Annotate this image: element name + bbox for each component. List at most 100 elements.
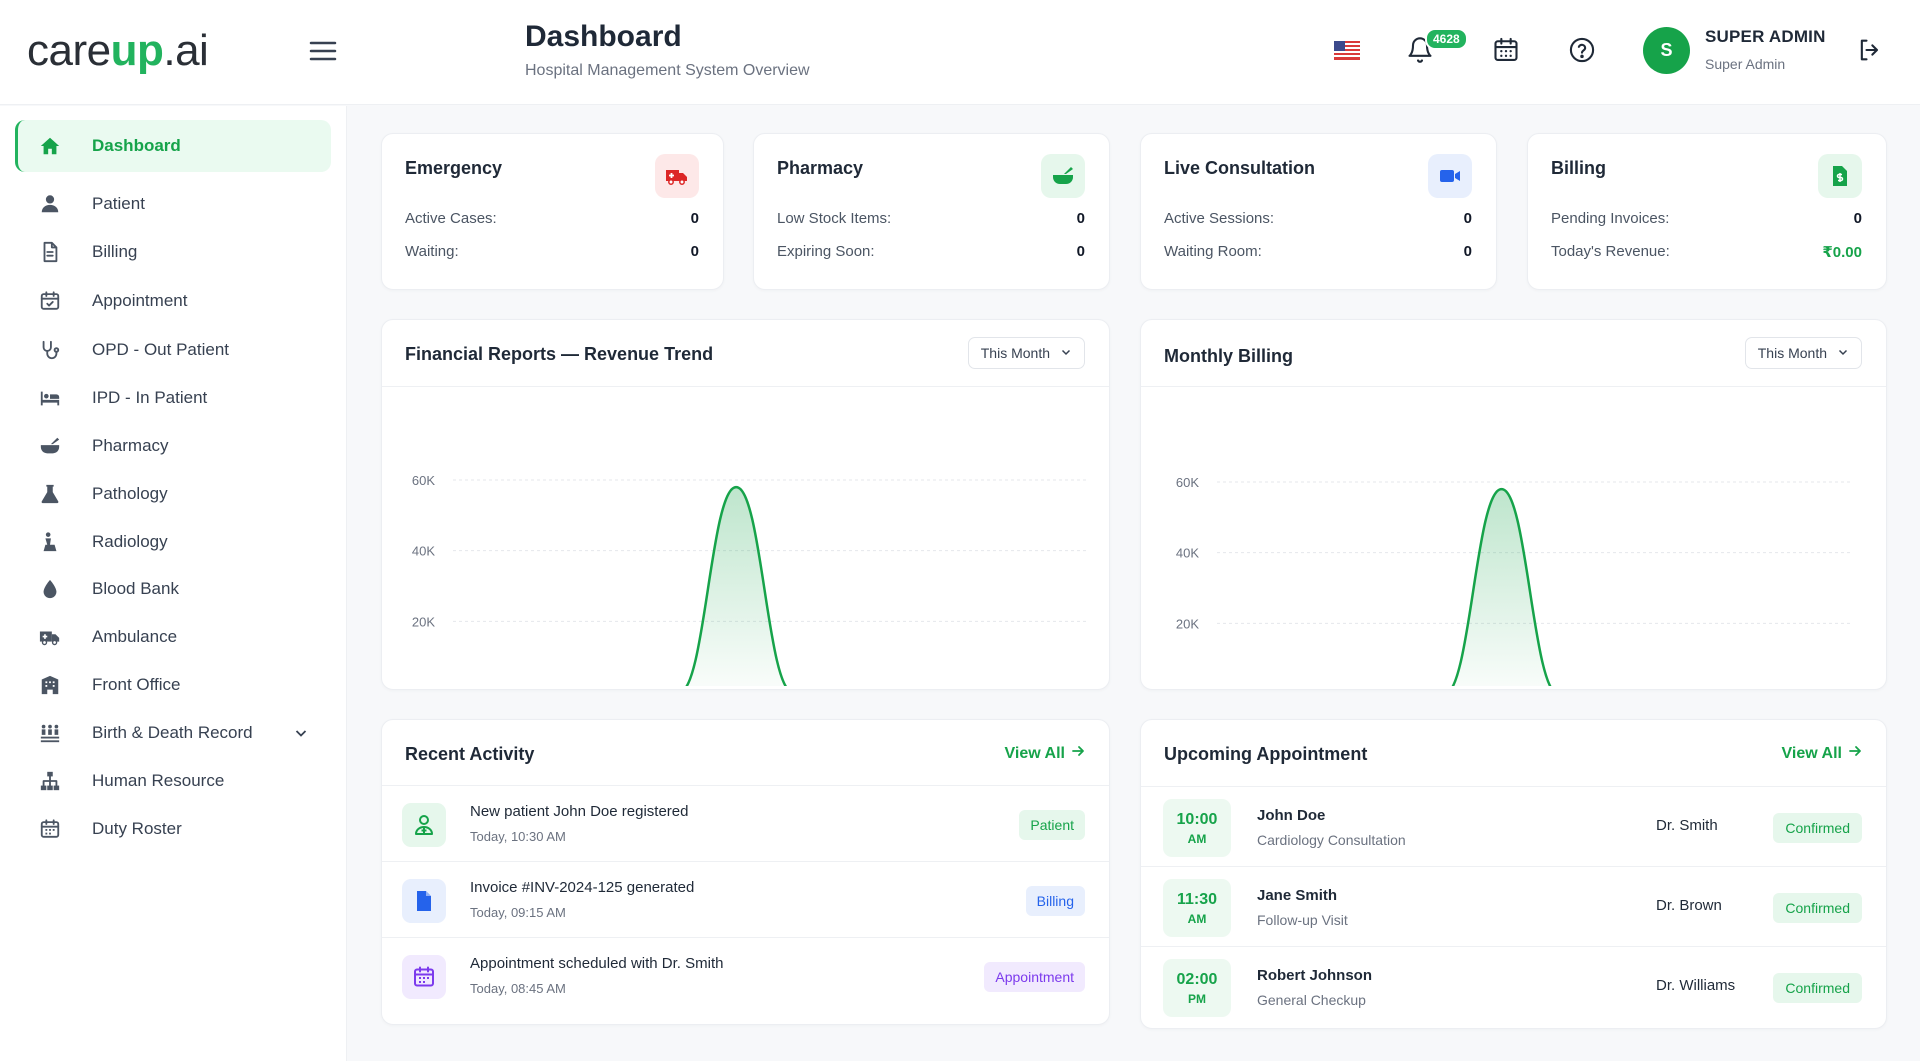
appointment-time: 10:00 AM: [1163, 799, 1231, 857]
appointment-time: 11:30 AM: [1163, 879, 1231, 937]
sidebar-item-pharmacy[interactable]: Pharmacy: [15, 420, 331, 472]
sidebar-item-blood-bank[interactable]: Blood Bank: [15, 563, 331, 615]
sidebar-item-ipd-in-patient[interactable]: IPD - In Patient: [15, 372, 331, 424]
sidebar-item-opd-out-patient[interactable]: OPD - Out Patient: [15, 324, 331, 376]
stat-row: Low Stock Items: 0: [777, 210, 1085, 227]
sidebar-item-patient[interactable]: Patient: [15, 178, 331, 230]
panel-divider: [1141, 386, 1886, 387]
sidebar-item-label: Billing: [92, 242, 138, 261]
y-tick-label: 20K: [412, 614, 435, 629]
sidebar-item-label: Front Office: [92, 675, 181, 694]
status-badge: Confirmed: [1773, 893, 1862, 923]
calendar-icon[interactable]: [1492, 36, 1520, 64]
appointment-item[interactable]: 02:00 PM Robert Johnson General Checkup Dr. …: [1141, 946, 1886, 1026]
sidebar-item-radiology[interactable]: Radiology: [15, 516, 331, 568]
stat-row: Today's Revenue: ₹0.00: [1551, 243, 1862, 261]
sidebar-item-label: Birth & Death Record: [92, 723, 253, 742]
flag-us-icon[interactable]: [1334, 41, 1360, 60]
view-all-label: View All: [1004, 744, 1065, 762]
calendar-icon: [402, 955, 446, 999]
appointment-item[interactable]: 10:00 AM John Doe Cardiology Consultation Dr…: [1141, 786, 1886, 866]
chevron-down-icon[interactable]: [293, 725, 309, 741]
sidebar-item-label: Human Resource: [92, 771, 225, 790]
stat-title: Pharmacy: [777, 158, 864, 178]
file-invoice-dollar-icon: [1818, 154, 1862, 198]
file-invoice-icon: [38, 240, 62, 264]
video-icon: [1428, 154, 1472, 198]
stat-row: Waiting Room: 0: [1164, 243, 1472, 260]
logo-accent: up: [110, 26, 164, 75]
recent-activity-view-all[interactable]: View All: [1005, 744, 1085, 763]
sidebar-item-pathology[interactable]: Pathology: [15, 468, 331, 520]
revenue-period-value: This Month: [980, 345, 1050, 361]
series-line: [1451, 487, 1552, 686]
stat-value: 0: [1463, 210, 1472, 227]
series-area: [1452, 489, 1551, 686]
stat-row: Expiring Soon: 0: [777, 243, 1085, 260]
sidebar-item-human-resource[interactable]: Human Resource: [15, 755, 331, 807]
sitemap-icon: [38, 769, 62, 793]
stat-value: ₹0.00: [1822, 244, 1862, 261]
sidebar-item-birth-death-record[interactable]: Birth & Death Record: [15, 707, 331, 759]
appointment-time: 02:00 PM: [1163, 959, 1231, 1017]
stethoscope-icon: [38, 338, 62, 362]
sidebar-item-dashboard[interactable]: Dashboard: [15, 120, 331, 172]
user-name: SUPER ADMIN: [1705, 27, 1826, 46]
appointment-item[interactable]: 11:30 AM Jane Smith Follow-up Visit Dr. Brow…: [1141, 866, 1886, 946]
activity-item[interactable]: Invoice #INV-2024-125 generated Today, 09…: [382, 861, 1109, 937]
avatar[interactable]: S: [1643, 27, 1690, 74]
home-icon: [38, 134, 62, 158]
stat-row: Active Sessions: 0: [1164, 210, 1472, 227]
y-tick-label: 0: [428, 685, 435, 686]
view-all-label: View All: [1781, 744, 1842, 762]
help-icon[interactable]: [1568, 36, 1596, 64]
upcoming-appointment-title: Upcoming Appointment: [1164, 744, 1368, 764]
upcoming-view-all[interactable]: View All: [1782, 744, 1862, 763]
arrow-right-icon: [1071, 744, 1085, 763]
appointment-type: General Checkup: [1257, 992, 1366, 1008]
logout-icon[interactable]: [1856, 36, 1884, 64]
activity-time: Today, 08:45 AM: [470, 981, 566, 996]
time-ampm: AM: [1187, 911, 1207, 926]
calendar-check-icon: [38, 289, 62, 313]
stat-title: Billing: [1551, 158, 1606, 178]
activity-item[interactable]: New patient John Doe registered Today, 10…: [382, 785, 1109, 861]
recent-activity-panel: Recent Activity View All New patient Joh…: [381, 719, 1110, 1025]
calendar-icon: [38, 817, 62, 841]
stat-label: Low Stock Items:: [777, 210, 892, 227]
sidebar-item-label: Duty Roster: [92, 819, 182, 838]
sidebar-item-billing[interactable]: Billing: [15, 226, 331, 278]
sidebar-item-appointment[interactable]: Appointment: [15, 275, 331, 327]
patient-name: John Doe: [1257, 807, 1326, 824]
sidebar-item-ambulance[interactable]: Ambulance: [15, 611, 331, 663]
sidebar-item-label: Ambulance: [92, 627, 178, 646]
user-role: Super Admin: [1705, 56, 1786, 72]
billing-period-select[interactable]: This Month: [1744, 337, 1862, 369]
droplet-icon: [38, 577, 62, 601]
people-icon: [38, 721, 62, 745]
sidebar-item-front-office[interactable]: Front Office: [15, 659, 331, 711]
sidebar-item-duty-roster[interactable]: Duty Roster: [15, 803, 331, 855]
time-ampm: AM: [1187, 831, 1207, 846]
billing-period-value: This Month: [1757, 345, 1827, 361]
menu-toggle-icon[interactable]: [308, 36, 338, 66]
activity-tag: Patient: [1019, 810, 1085, 840]
sidebar-item-label: Radiology: [92, 532, 168, 551]
activity-item[interactable]: Appointment scheduled with Dr. Smith Toda…: [382, 937, 1109, 1013]
upcoming-appointment-panel: Upcoming Appointment View All 10:00 AM Joh…: [1140, 719, 1887, 1029]
building-icon: [38, 673, 62, 697]
ambulance-icon: [655, 154, 699, 198]
series-line: [684, 485, 788, 686]
app-logo[interactable]: careup.ai: [27, 26, 209, 76]
stat-value: 0: [690, 210, 699, 227]
patient-name: Robert Johnson: [1257, 967, 1372, 984]
stat-value: 0: [1076, 210, 1085, 227]
activity-time: Today, 10:30 AM: [470, 829, 566, 844]
sidebar-item-label: Pathology: [92, 484, 168, 503]
revenue-period-select[interactable]: This Month: [967, 337, 1085, 369]
bell-icon[interactable]: [1406, 36, 1434, 64]
logo-suffix: .ai: [163, 26, 209, 75]
sidebar-item-label: Pharmacy: [92, 436, 169, 455]
stat-label: Expiring Soon:: [777, 243, 875, 260]
stat-label: Active Sessions:: [1164, 210, 1275, 227]
